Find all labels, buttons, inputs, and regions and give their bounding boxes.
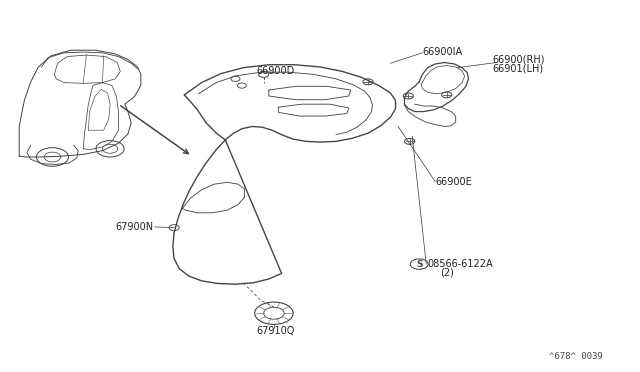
Text: 66900D: 66900D xyxy=(256,66,294,76)
Text: (2): (2) xyxy=(440,268,454,278)
Text: ^678^ 0039: ^678^ 0039 xyxy=(549,352,603,361)
Text: 08566-6122A: 08566-6122A xyxy=(428,259,493,269)
Text: S: S xyxy=(416,260,422,269)
Text: 66901(LH): 66901(LH) xyxy=(493,64,544,74)
Text: 67910Q: 67910Q xyxy=(256,326,294,336)
Text: 66900E: 66900E xyxy=(435,177,472,187)
Text: 66900(RH): 66900(RH) xyxy=(493,55,545,64)
Text: 67900N: 67900N xyxy=(115,222,154,232)
Text: 66900IA: 66900IA xyxy=(422,47,463,57)
